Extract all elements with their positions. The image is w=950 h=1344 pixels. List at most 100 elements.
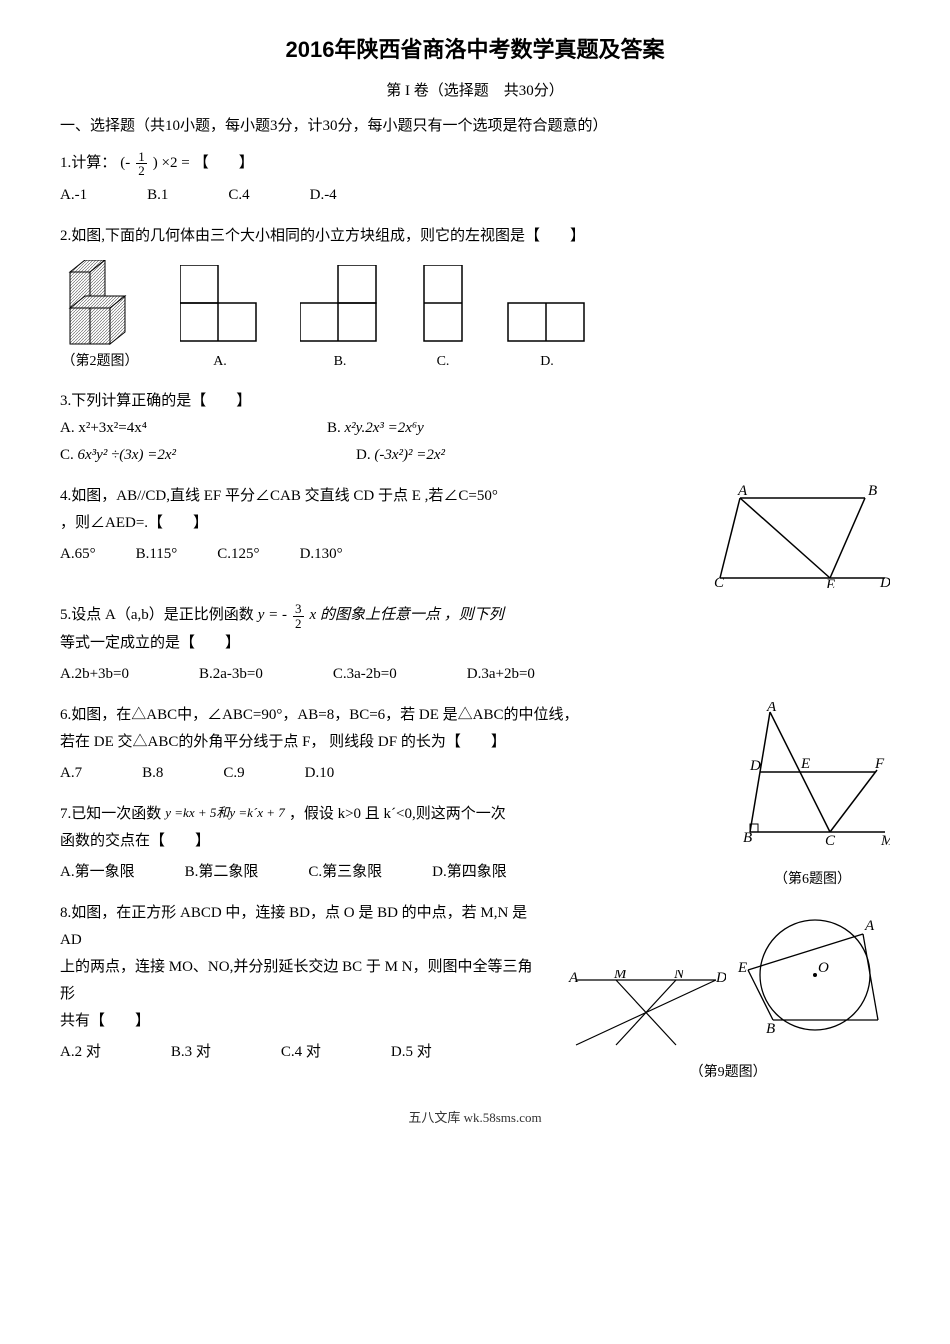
q2-solid-icon: [60, 260, 140, 345]
q7-line2: 函数的交点在【 】: [60, 828, 715, 855]
q6-line2: 若在 DE 交△ABC的外角平分线于点 F， 则线段 DF 的长为【 】: [60, 729, 715, 756]
q4-C: C: [714, 575, 725, 588]
q2-label0: （第2题图）: [62, 349, 139, 374]
svg-text:B: B: [743, 830, 752, 846]
q6-optD: D.10: [305, 760, 335, 787]
q4-line1: 4.如图，AB//CD,直线 EF 平分∠CAB 交直线 CD 于点 E ,若∠…: [60, 483, 690, 510]
svg-text:A: A: [864, 918, 875, 934]
question-4: 4.如图，AB//CD,直线 EF 平分∠CAB 交直线 CD 于点 E ,若∠…: [60, 483, 890, 588]
q1-options: A.-1 B.1 C.4 D.-4: [60, 182, 890, 209]
q1-optB: B.1: [147, 182, 168, 209]
q3-optC: C. 6x³y² ÷(3x) =2x²: [60, 442, 176, 469]
section-header: 一、选择题（共10小题，每小题3分，计30分，每小题只有一个选项是符合题意的）: [60, 113, 890, 140]
q7-optA: A.第一象限: [60, 859, 135, 886]
q2-optB-icon: [300, 265, 380, 345]
question-6: 6.如图，在△ABC中，∠ABC=90°，AB=8，BC=6，若 DE 是△AB…: [60, 702, 715, 787]
q2-figures: （第2题图） A. B. C.: [60, 260, 890, 374]
q4-line2: ，则∠AED=.【 】: [60, 510, 690, 537]
q6-figure: A B C M D E F: [735, 702, 890, 857]
q7-optC: C.第三象限: [308, 859, 382, 886]
q6-line1: 6.如图，在△ABC中，∠ABC=90°，AB=8，BC=6，若 DE 是△AB…: [60, 702, 715, 729]
q3-optB: B. x²y.2x³ =2x⁶y: [327, 415, 424, 442]
svg-text:B: B: [766, 1021, 775, 1037]
q1-prefix: 1.计算：: [60, 150, 116, 177]
q4-figure: A B C E D: [710, 483, 890, 588]
q6-caption: （第6题图）: [735, 867, 890, 892]
svg-text:F: F: [874, 756, 885, 772]
q5-post: x 的图象上任意一点 ，则下列: [310, 602, 504, 629]
q1-optC: C.4: [228, 182, 249, 209]
svg-text:A: A: [766, 702, 777, 715]
q4-optC: C.125°: [217, 541, 259, 568]
q3-optD: D. (-3x²)² =2x²: [356, 442, 445, 469]
q5-optA: A.2b+3b=0: [60, 661, 129, 688]
q2-labelB: B.: [334, 349, 347, 374]
q4-A: A: [737, 483, 748, 499]
svg-text:D: D: [715, 970, 726, 986]
q8-optB: B.3 对: [171, 1039, 211, 1066]
q4-D: D: [879, 575, 890, 588]
q8-optC: C.4 对: [281, 1039, 321, 1066]
q3-text: 3.下列计算正确的是【 】: [60, 388, 890, 415]
q5-line2: 等式一定成立的是【 】: [60, 630, 890, 657]
q8-optD: D.5 对: [391, 1039, 432, 1066]
q9-figure: A O E B: [730, 900, 890, 1050]
question-8: 8.如图，在正方形 ABCD 中，连接 BD，点 O 是 BD 的中点，若 M,…: [60, 900, 890, 1085]
q7-pre: 7.已知一次函数: [60, 801, 161, 828]
q1-bracket: 【 】: [194, 150, 254, 177]
q4-B: B: [868, 483, 877, 499]
q7-optB: B.第二象限: [185, 859, 259, 886]
svg-text:D: D: [749, 758, 761, 774]
question-5: 5.设点 A（a,b）是正比例函数 y = - 3 2 x 的图象上任意一点 ，…: [60, 602, 890, 688]
svg-text:M: M: [613, 970, 628, 982]
q2-labelD: D.: [540, 349, 554, 374]
q2-optD-col: D.: [506, 299, 588, 374]
q7-optD: D.第四象限: [432, 859, 507, 886]
q5-y: y = -: [258, 602, 287, 629]
q1-optA: A.-1: [60, 182, 87, 209]
q5-optC: C.3a-2b=0: [333, 661, 397, 688]
q4-E: E: [825, 577, 835, 588]
q7-expr: y =kx + 5和y =k´x + 7: [165, 801, 285, 824]
q1-frac-den: 2: [136, 164, 147, 178]
q4-optD: D.130°: [300, 541, 343, 568]
q7-post: ，假设 k>0 且 k´<0,则这两个一次: [289, 801, 506, 828]
q6-optA: A.7: [60, 760, 82, 787]
question-2: 2.如图,下面的几何体由三个大小相同的小立方块组成，则它的左视图是【 】: [60, 223, 890, 374]
q8-line2: 上的两点，连接 MO、NO,并分别延长交边 BC 于 M N，则图中全等三角形: [60, 954, 546, 1008]
q2-labelC: C.: [437, 349, 450, 374]
question-7: 7.已知一次函数 y =kx + 5和y =k´x + 7 ，假设 k>0 且 …: [60, 801, 715, 886]
q2-solid-col: （第2题图）: [60, 260, 140, 374]
q2-optC-col: C.: [420, 265, 466, 374]
q1-optD: D.-4: [310, 182, 337, 209]
q8-figure: A M N D: [566, 970, 726, 1050]
q5-pre: 5.设点 A（a,b）是正比例函数: [60, 602, 254, 629]
q5-optD: D.3a+2b=0: [467, 661, 535, 688]
q2-optC-icon: [420, 265, 466, 345]
subtitle: 第 I 卷（选择题 共30分）: [60, 78, 890, 105]
q5-optB: B.2a-3b=0: [199, 661, 263, 688]
q4-optA: A.65°: [60, 541, 96, 568]
svg-text:E: E: [737, 960, 747, 976]
q1-expr-close: ) ×2 =: [153, 150, 190, 177]
svg-text:M: M: [880, 833, 890, 849]
svg-text:N: N: [673, 970, 685, 982]
q8-q9-figcol: A M N D A O E B （第9题图）: [566, 900, 890, 1085]
question-1: 1.计算： (- 1 2 ) ×2 = 【 】 A.-1 B.1 C.4 D.-…: [60, 150, 890, 209]
q8-optA: A.2 对: [60, 1039, 101, 1066]
q2-optD-icon: [506, 299, 588, 345]
q1-expr-open: (-: [120, 150, 130, 177]
question-3: 3.下列计算正确的是【 】 A. x²+3x²=4x⁴ B. x²y.2x³ =…: [60, 388, 890, 469]
q2-labelA: A.: [213, 349, 227, 374]
q2-text: 2.如图,下面的几何体由三个大小相同的小立方块组成，则它的左视图是【 】: [60, 223, 890, 250]
q2-optB-col: B.: [300, 265, 380, 374]
page-title: 2016年陕西省商洛中考数学真题及答案: [60, 30, 890, 70]
q6-optC: C.9: [223, 760, 244, 787]
q6-figure-col: A B C M D E F （第6题图）: [735, 702, 890, 900]
q5-frac: 3 2: [293, 602, 304, 630]
q4-optB: B.115°: [136, 541, 178, 568]
q2-optA-icon: [180, 265, 260, 345]
svg-text:O: O: [818, 960, 829, 976]
q8-line1: 8.如图，在正方形 ABCD 中，连接 BD，点 O 是 BD 的中点，若 M,…: [60, 900, 546, 954]
q3-optA: A. x²+3x²=4x⁴: [60, 415, 147, 442]
